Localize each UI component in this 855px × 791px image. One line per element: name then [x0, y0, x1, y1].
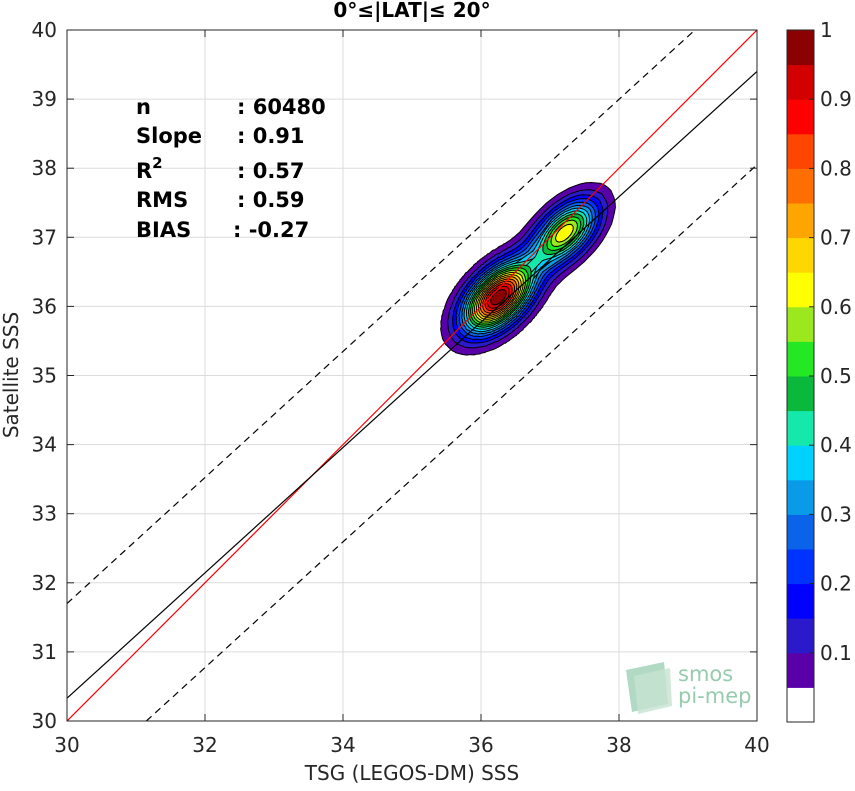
y-tick-label: 30 — [32, 709, 57, 733]
colorbar-tick-label: 0.2 — [820, 572, 852, 596]
colorbar-swatch — [787, 341, 814, 377]
colorbar-swatch — [787, 514, 814, 550]
x-tick-label: 38 — [606, 733, 631, 757]
y-tick-label: 36 — [32, 294, 57, 318]
colorbar-swatch — [787, 133, 814, 169]
x-tick-label: 32 — [192, 733, 217, 757]
colorbar-tick-label: 0.4 — [820, 433, 852, 457]
logo-line2: pi-mep — [678, 684, 751, 708]
colorbar-swatch — [787, 618, 814, 654]
colorbar-swatch — [787, 687, 814, 723]
line-fit — [67, 71, 757, 699]
stat-slope-value: : 0.91 — [237, 124, 305, 148]
colorbar-tick-label: 0.3 — [820, 502, 852, 526]
colorbar-swatch — [787, 583, 814, 619]
colorbar-swatch — [787, 237, 814, 273]
colorbar-swatch — [787, 272, 814, 308]
stat-bias-label: BIAS — [136, 218, 191, 242]
colorbar-swatch — [787, 652, 814, 688]
colorbar-tick-label: 1 — [820, 18, 833, 42]
stat-slope-label: Slope — [136, 124, 202, 148]
tick-layer: 30 32 34 36 38 40 30 31 32 33 34 35 36 37 38 39 40 — [32, 18, 770, 757]
y-tick-label: 37 — [32, 225, 57, 249]
chart-title: 0°≤|LAT|≤ 20° — [333, 0, 490, 22]
colorbar-swatch — [787, 99, 814, 135]
colorbar-swatch — [787, 306, 814, 342]
colorbar-tick-label: 0.6 — [820, 295, 852, 319]
colorbar-swatch — [787, 479, 814, 515]
colorbar-swatch — [787, 549, 814, 585]
x-tick-label: 40 — [744, 733, 769, 757]
stat-n-label: n — [136, 95, 151, 119]
colorbar: 0.1 0.2 0.3 0.4 0.5 0.6 0.7 0.8 0.9 1 — [786, 18, 852, 723]
line-identity — [67, 30, 757, 721]
colorbar-swatch — [787, 410, 814, 446]
colorbar-tick-label: 0.7 — [820, 226, 852, 250]
colorbar-swatch — [787, 445, 814, 481]
density-layer — [440, 181, 616, 356]
x-tick-label: 30 — [54, 733, 79, 757]
colorbar-tick-label: 0.1 — [820, 641, 852, 665]
y-tick-label: 38 — [32, 156, 57, 180]
stat-r2-label: R2 — [136, 154, 163, 183]
stat-r2-value: : 0.57 — [237, 159, 305, 183]
y-tick-label: 32 — [32, 571, 57, 595]
y-tick-label: 34 — [32, 433, 57, 457]
y-tick-label: 35 — [32, 364, 57, 388]
logo-wave-icon-2 — [634, 668, 672, 714]
colorbar-swatch — [787, 168, 814, 204]
density-contour — [490, 288, 507, 306]
colorbar-tick-label: 0.5 — [820, 364, 852, 388]
density-contour — [555, 223, 574, 243]
watermark-logo: smos pi-mep — [626, 662, 751, 714]
x-tick-label: 34 — [330, 733, 355, 757]
y-tick-label: 39 — [32, 87, 57, 111]
stat-bias-value: : -0.27 — [233, 218, 309, 242]
x-axis-label: TSG (LEGOS-DM) SSS — [304, 761, 519, 785]
y-tick-label: 31 — [32, 640, 57, 664]
colorbar-swatch — [787, 64, 814, 100]
y-tick-label: 40 — [32, 18, 57, 42]
colorbar-tick-label: 0.8 — [820, 156, 852, 180]
line-lower-bound — [145, 164, 757, 721]
stat-rms-label: RMS — [136, 188, 188, 212]
line-layer — [67, 30, 757, 721]
logo-line1: smos — [678, 662, 733, 686]
stats-annotation: n : 60480 Slope : 0.91 R2 : 0.57 RMS : 0… — [136, 95, 326, 242]
y-tick-label: 33 — [32, 502, 57, 526]
grid-layer — [67, 30, 757, 721]
x-tick-label: 36 — [468, 733, 493, 757]
colorbar-tick-label: 0.9 — [820, 87, 852, 111]
stat-r2-base: R — [136, 159, 152, 183]
stat-rms-value: : 0.59 — [237, 188, 305, 212]
y-axis-label: Satellite SSS — [0, 312, 23, 438]
colorbar-swatch — [787, 30, 814, 66]
stat-n-value: : 60480 — [237, 95, 326, 119]
stat-r2-superscript: 2 — [152, 154, 162, 172]
line-upper-bound — [67, 30, 696, 604]
colorbar-swatch — [787, 376, 814, 412]
colorbar-swatch — [787, 203, 814, 239]
